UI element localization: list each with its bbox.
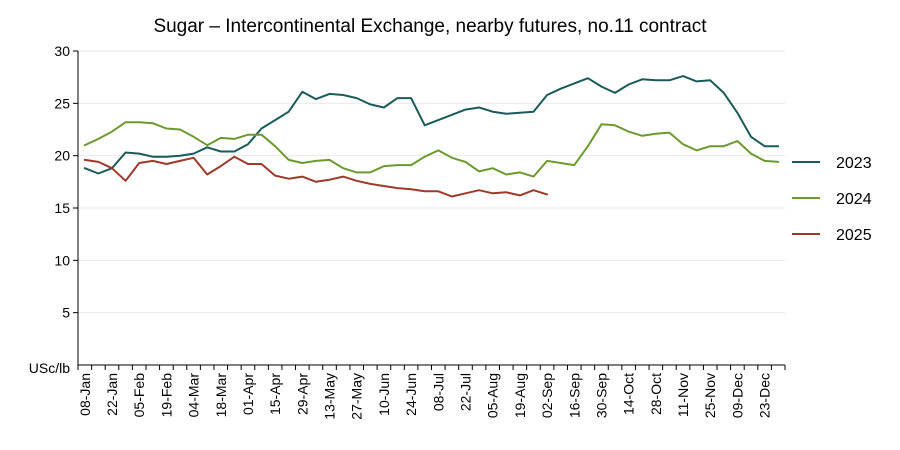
x-tick-label: 19-Feb bbox=[158, 373, 174, 418]
y-tick-label: 5 bbox=[62, 305, 70, 321]
series-line-2023 bbox=[83, 75, 780, 175]
x-tick-label: 19-Aug bbox=[512, 373, 528, 418]
x-tick-label: 01-Apr bbox=[240, 373, 256, 415]
data-series bbox=[83, 75, 780, 198]
x-tick-label: 16-Sep bbox=[566, 373, 582, 418]
legend-label-2023: 2023 bbox=[836, 155, 872, 172]
x-tick-label: 30-Sep bbox=[593, 373, 609, 418]
x-tick-label: 13-May bbox=[322, 373, 338, 420]
legend-label-2024: 2024 bbox=[836, 191, 872, 208]
x-tick-label: 09-Dec bbox=[729, 373, 745, 418]
legend-label-2025: 2025 bbox=[836, 227, 872, 244]
y-tick-label: 30 bbox=[54, 43, 70, 59]
x-tick-label: 11-Nov bbox=[675, 373, 691, 417]
x-tick-label: 23-Dec bbox=[757, 373, 773, 418]
x-tick-label: 28-Oct bbox=[648, 373, 664, 415]
y-axis-unit-label: USc/lb bbox=[29, 360, 70, 376]
x-tick-label: 14-Oct bbox=[621, 373, 637, 415]
axes bbox=[73, 50, 786, 370]
x-tick-label: 27-May bbox=[349, 373, 365, 420]
x-tick-labels: 08-Jan 22-Jan 05-Feb 19-Feb 04-Mar 18-Mar 01-A… bbox=[77, 373, 773, 420]
x-tick-label: 25-Nov bbox=[702, 373, 718, 418]
series-line-2024 bbox=[83, 121, 780, 178]
chart-title: Sugar – Intercontinental Exchange, nearb… bbox=[153, 16, 707, 37]
y-tick-label: 20 bbox=[54, 148, 70, 164]
x-tick-label: 24-Jun bbox=[403, 373, 419, 416]
y-tick-label: 25 bbox=[54, 95, 70, 111]
x-tick-label: 29-Apr bbox=[294, 373, 310, 415]
y-tick-label: 10 bbox=[54, 252, 70, 268]
x-tick-label: 02-Sep bbox=[539, 373, 555, 418]
x-tick-label: 10-Jun bbox=[376, 373, 392, 416]
x-tick-label: 18-Mar bbox=[213, 373, 229, 418]
y-tick-label: 15 bbox=[54, 200, 70, 216]
x-tick-label: 22-Jul bbox=[457, 373, 473, 411]
grid-lines bbox=[78, 50, 785, 314]
x-tick-label: 22-Jan bbox=[104, 373, 120, 416]
x-tick-label: 04-Mar bbox=[186, 373, 202, 418]
x-tick-label: 05-Feb bbox=[131, 373, 147, 418]
legend: 2023 2024 2025 bbox=[792, 155, 872, 244]
x-tick-label: 15-Apr bbox=[267, 373, 283, 415]
x-tick-label: 08-Jul bbox=[430, 373, 446, 411]
x-tick-label: 05-Aug bbox=[485, 373, 501, 418]
y-tick-labels: 5 10 15 20 25 30 bbox=[54, 43, 70, 321]
x-tick-label: 08-Jan bbox=[77, 373, 93, 416]
series-line-2025 bbox=[83, 155, 549, 198]
